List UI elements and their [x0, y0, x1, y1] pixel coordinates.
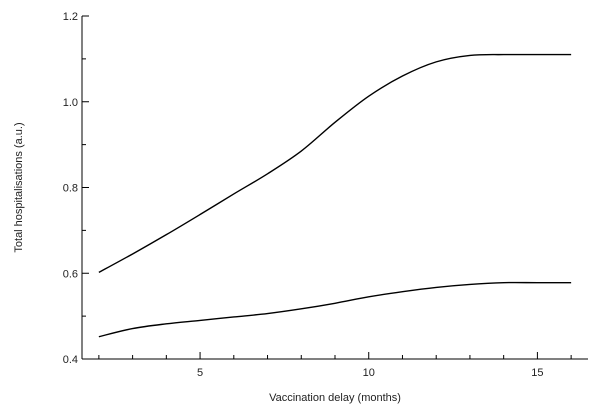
- y-tick-label: 1.0: [63, 97, 78, 109]
- upper-series-line: [98, 53, 572, 274]
- lower-series-line: [98, 281, 572, 338]
- axes: 5 10 15 0.4 0.6 0.8 1.0 1.2: [63, 11, 588, 379]
- x-tick-label: 10: [363, 367, 375, 379]
- x-tick-label: 15: [531, 367, 543, 379]
- y-tick-label: 1.2: [63, 11, 78, 23]
- y-tick-label: 0.8: [63, 183, 78, 195]
- x-tick-label: 5: [197, 367, 203, 379]
- x-axis-label: Vaccination delay (months): [269, 392, 401, 404]
- y-tick-label: 0.6: [63, 268, 78, 280]
- y-axis-label: Total hospitalisations (a.u.): [13, 122, 25, 252]
- series-group: [98, 53, 572, 338]
- y-tick-label: 0.4: [63, 354, 78, 366]
